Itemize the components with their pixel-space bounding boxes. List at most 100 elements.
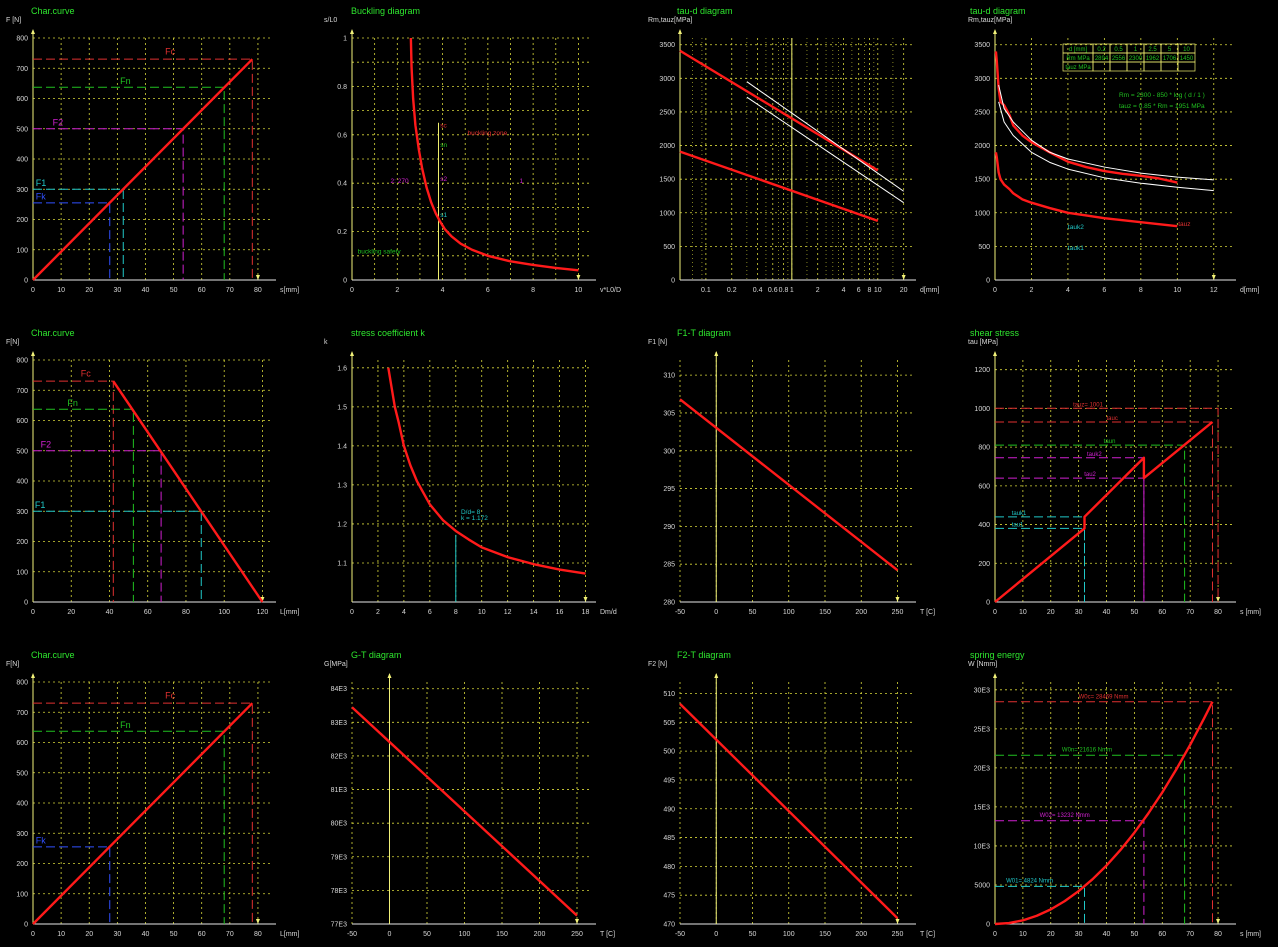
y-tick-label: 100 bbox=[16, 247, 28, 254]
y-axis-arrow bbox=[993, 351, 997, 356]
y-tick-label: 30E3 bbox=[974, 687, 990, 694]
x-tick-label: 150 bbox=[496, 931, 508, 938]
x-tick-label: 6 bbox=[486, 287, 490, 294]
chart-title: Char.curve bbox=[31, 328, 75, 338]
x-tick-label: 120 bbox=[257, 609, 269, 616]
data-curve-0 bbox=[679, 703, 899, 920]
data-curve-0 bbox=[351, 706, 578, 917]
x-tick-label: 6 bbox=[857, 287, 861, 294]
y-axis-arrow bbox=[31, 673, 35, 678]
x-tick-label: 4 bbox=[441, 287, 445, 294]
x-tick-label: 70 bbox=[1186, 931, 1194, 938]
x-tick-label: 16 bbox=[556, 609, 564, 616]
marker-label-f1: F1 bbox=[35, 500, 46, 510]
y-tick-label: 2000 bbox=[974, 143, 990, 150]
x-tick-label: 6 bbox=[428, 609, 432, 616]
stress-mark-line bbox=[995, 421, 1213, 602]
x-tick-label: 0 bbox=[31, 287, 35, 294]
shear-stress-chart: shear stress tau [MPa] 0 10 20 30 40 50 60 70 80 0 2… bbox=[960, 322, 1278, 638]
x-tick-label: 200 bbox=[855, 609, 867, 616]
x-axis-label: s [mm] bbox=[1240, 931, 1261, 938]
y-tick-label: 700 bbox=[16, 710, 28, 717]
chart-title: tau-d diagram bbox=[970, 6, 1026, 16]
marker-label-f1: F1 bbox=[36, 178, 47, 188]
y-tick-label: 81E3 bbox=[331, 787, 347, 794]
y-tick-label: 78E3 bbox=[331, 888, 347, 895]
tau-d-linear-chart: tau-d diagram Rm,tauz[MPa] 0 2 4 6 8 10 12 0 500 10… bbox=[960, 0, 1278, 316]
x-tick-label: 70 bbox=[226, 931, 234, 938]
marker-label-fc: Fc bbox=[165, 691, 175, 701]
y-tick-label: 305 bbox=[663, 410, 675, 417]
g-t-diagram-chart: G-T diagram G[MPa] -50 0 50 100 150 200 250 77E3 7… bbox=[320, 644, 640, 947]
x-axis-label: T [C] bbox=[920, 609, 935, 616]
marker-line-fc bbox=[33, 58, 253, 280]
x-tick-label: 8 bbox=[454, 609, 458, 616]
y-axis-label: F [N] bbox=[6, 17, 21, 24]
x-tick-label: 0.6 bbox=[768, 287, 778, 294]
y-tick-label: 3000 bbox=[974, 76, 990, 83]
x-tick-label: 250 bbox=[892, 931, 904, 938]
marker-line-fc bbox=[33, 380, 114, 602]
data-curve-2 bbox=[998, 84, 1214, 181]
data-curve-0 bbox=[994, 701, 1214, 926]
stress-mark-label: tau2 bbox=[1084, 472, 1096, 478]
y-tick-label: 15E3 bbox=[974, 804, 990, 811]
annotation-text: s2 bbox=[440, 176, 447, 183]
x-tick-label: 0 bbox=[993, 287, 997, 294]
y-axis-label: W [Nmm] bbox=[968, 661, 997, 668]
y-tick-label: 0 bbox=[343, 278, 347, 285]
marker-label-fn: Fn bbox=[120, 720, 131, 730]
energy-mark-line bbox=[995, 701, 1213, 924]
y-tick-label: 3500 bbox=[659, 42, 675, 49]
y-tick-label: 79E3 bbox=[331, 854, 347, 861]
x-tick-label: 100 bbox=[459, 931, 471, 938]
energy-mark-line bbox=[995, 885, 1086, 924]
table-cell-text: 2894 bbox=[1095, 56, 1109, 62]
y-tick-label: 485 bbox=[663, 835, 675, 842]
chart-title: shear stress bbox=[970, 328, 1020, 338]
x-tick-label: 10 bbox=[1019, 931, 1027, 938]
x-tick-label: 20 bbox=[1047, 609, 1055, 616]
y-tick-label: 1000 bbox=[974, 210, 990, 217]
y-tick-label: 1000 bbox=[659, 210, 675, 217]
annotation-text: k = 1.172 bbox=[461, 515, 488, 522]
x-tick-label: 8 bbox=[1139, 287, 1143, 294]
table-cell bbox=[1126, 61, 1145, 72]
annotation-text: 1 bbox=[520, 178, 524, 185]
x-tick-label: 60 bbox=[198, 931, 206, 938]
marker-line-f2 bbox=[33, 450, 162, 602]
y-tick-label: 300 bbox=[16, 509, 28, 516]
energy-mark-label: W0c= 28469 Nmm bbox=[1079, 694, 1129, 700]
chart-title: Char.curve bbox=[31, 650, 75, 660]
x-tick-label: 0 bbox=[350, 609, 354, 616]
x-axis-arrow bbox=[895, 919, 900, 924]
marker-line-f1 bbox=[33, 188, 124, 280]
x-tick-label: 80 bbox=[182, 609, 190, 616]
y-axis-arrow bbox=[350, 29, 354, 34]
buckling-diagram-chart: Buckling diagram s/L0 0 2 4 6 8 10 0 0.2 0.4 0.6 0.8… bbox=[320, 0, 640, 316]
data-curve-3 bbox=[746, 96, 904, 204]
y-tick-label: 2500 bbox=[974, 109, 990, 116]
y-axis-label: Rm,tauz[MPa] bbox=[968, 17, 1012, 24]
chart-plot: k 0 2 4 6 8 10 12 14 16 18 1.1 1.2 1.3 1.4 1.5 1.6 Dm/d D/… bbox=[324, 339, 617, 616]
y-axis-arrow bbox=[714, 673, 719, 678]
chart-title: Buckling diagram bbox=[351, 6, 421, 16]
annotation-text: buckling safety bbox=[358, 248, 402, 255]
y-tick-label: 600 bbox=[16, 740, 28, 747]
y-tick-label: 1500 bbox=[659, 177, 675, 184]
y-tick-label: 700 bbox=[16, 66, 28, 73]
x-axis-arrow bbox=[576, 275, 581, 280]
x-tick-label: 8 bbox=[531, 287, 535, 294]
x-axis-arrow bbox=[575, 919, 579, 924]
stress-mark-line bbox=[995, 516, 1086, 602]
chart-title: G-T diagram bbox=[351, 650, 402, 660]
data-curve-1 bbox=[994, 152, 1178, 228]
stress-mark-label: tauk2 bbox=[1087, 452, 1102, 458]
x-axis-label: Dm/d bbox=[600, 609, 617, 616]
marker-line-f1 bbox=[33, 510, 202, 602]
x-tick-label: 60 bbox=[1158, 931, 1166, 938]
y-tick-label: 0 bbox=[986, 600, 990, 607]
y-tick-label: 1200 bbox=[974, 367, 990, 374]
y-tick-label: 470 bbox=[663, 922, 675, 929]
x-tick-label: 70 bbox=[226, 287, 234, 294]
